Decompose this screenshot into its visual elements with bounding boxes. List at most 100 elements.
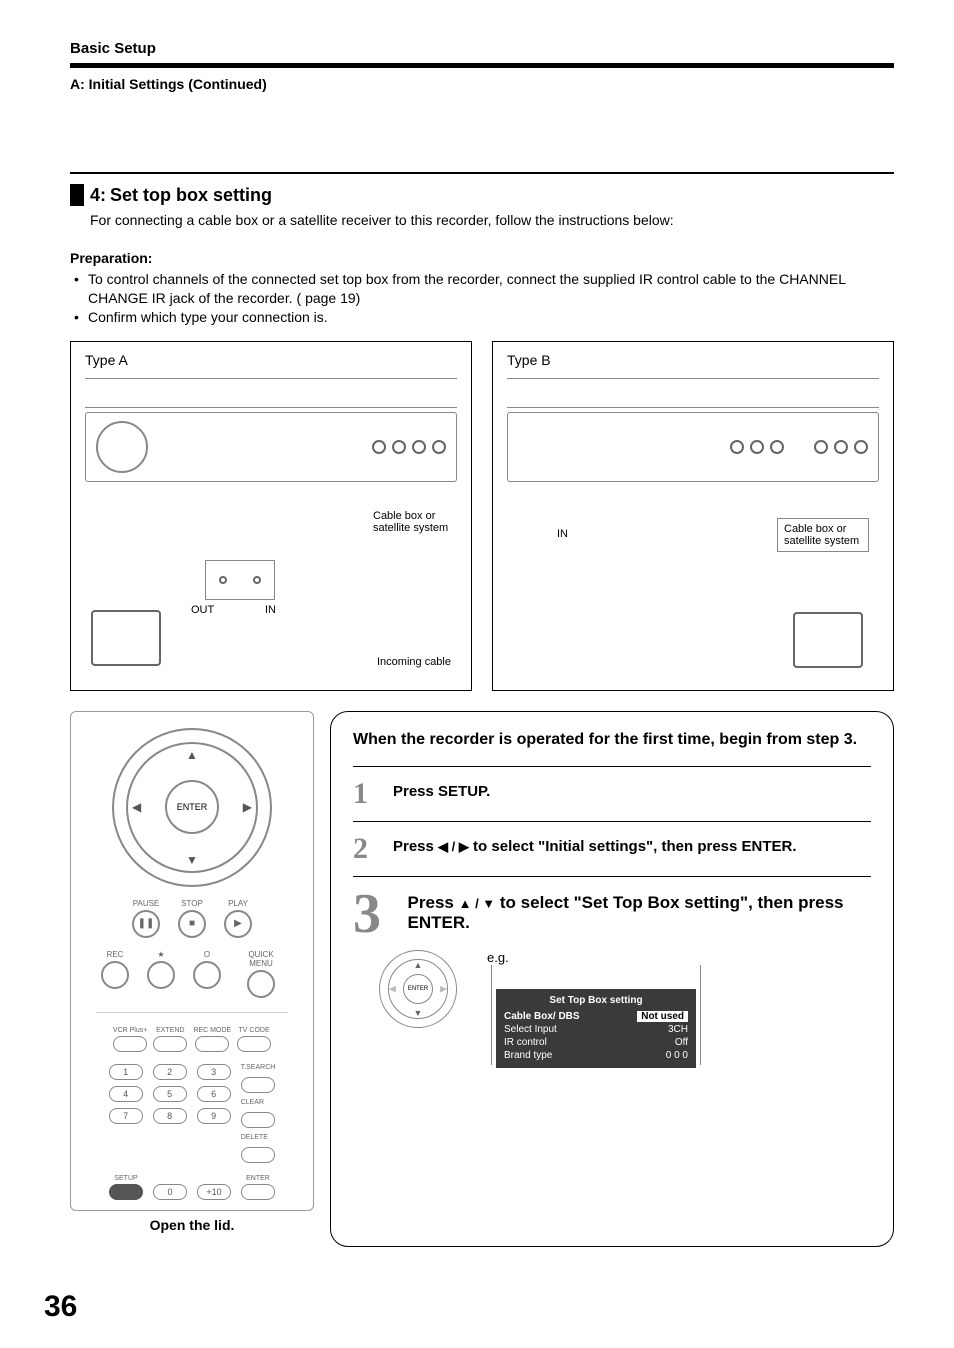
num-8: 8 xyxy=(153,1108,187,1124)
right-arrow-icon: ▶ xyxy=(243,800,252,814)
prep-bullet-1: To control channels of the connected set… xyxy=(70,270,894,308)
num-9: 9 xyxy=(197,1108,231,1124)
sep-3 xyxy=(353,876,871,877)
type-a-box: Type A Cable box or satellite system OUT… xyxy=(70,341,472,691)
tv-icon xyxy=(91,610,161,666)
osd-panel: Set Top Box setting Cable Box/ DBS Not u… xyxy=(496,989,696,1068)
enter-button: ENTER xyxy=(165,780,219,834)
osd-row-2-value: Off xyxy=(675,1037,688,1048)
num-5: 5 xyxy=(153,1086,187,1102)
dpad: ENTER ▲ ▼ ◀ ▶ xyxy=(112,728,272,887)
type-b-cablebox-label: Cable box or satellite system xyxy=(777,518,869,552)
tvcode-label: TV CODE xyxy=(239,1027,270,1034)
recmode-label: REC MODE xyxy=(193,1027,231,1034)
tvcode-button xyxy=(237,1036,271,1052)
example-row: ENTER ▲ ▼ ◀ ▶ e.g. Set Top Box setting C… xyxy=(379,950,871,1065)
step-1: 1 Press SETUP. xyxy=(353,777,871,811)
delete-label: DELETE xyxy=(241,1134,268,1141)
mini-down-icon: ▼ xyxy=(414,1008,423,1018)
when-text: When the recorder is operated for the fi… xyxy=(353,730,871,751)
section-header: Basic Setup xyxy=(70,40,894,57)
prep-bullet-1-text: To control channels of the connected set… xyxy=(88,271,845,306)
pause-label: PAUSE xyxy=(132,899,160,908)
quickmenu-button xyxy=(247,970,275,998)
plus10-button: +10 xyxy=(197,1184,231,1200)
rule-thick xyxy=(70,63,894,68)
type-b-label: Type B xyxy=(507,352,879,368)
osd-row-3-value: 0 0 0 xyxy=(666,1050,688,1061)
subsection-header: A: Initial Settings (Continued) xyxy=(70,76,894,92)
step-1-text: Press SETUP. xyxy=(393,779,490,800)
step-3-num: 3 xyxy=(353,889,394,939)
osd-row-0-value: Not used xyxy=(637,1011,688,1022)
remote-diagram: ENTER ▲ ▼ ◀ ▶ PAUSE❚❚ STOP■ PLAY▶ REC ★ … xyxy=(70,711,314,1211)
mini-right-icon: ▶ xyxy=(440,983,447,994)
tv-icon-b xyxy=(793,612,863,668)
num-7: 7 xyxy=(109,1108,143,1124)
osd-row-0-label: Cable Box/ DBS xyxy=(504,1011,580,1022)
enter2-button xyxy=(241,1184,275,1200)
type-a-label: Type A xyxy=(85,352,457,368)
lr-arrows-icon: ◀ / ▶ xyxy=(438,839,469,854)
star-label: ★ xyxy=(147,950,175,959)
rec-label: REC xyxy=(101,950,129,959)
num-0: 0 xyxy=(153,1184,187,1200)
mode-row: VCR Plus+ EXTEND REC MODE TV CODE xyxy=(113,1027,271,1052)
type-a-cablebox-label: Cable box or satellite system xyxy=(373,510,451,534)
osd-row-1-value: 3CH xyxy=(668,1024,688,1035)
topic-number: 4: xyxy=(90,185,106,206)
num-3: 3 xyxy=(197,1064,231,1080)
mini-enter: ENTER xyxy=(403,974,433,1004)
type-a-diagram: Cable box or satellite system OUT IN Inc… xyxy=(85,378,457,676)
topic-title: Set top box setting xyxy=(110,185,272,206)
rule-thin xyxy=(70,172,894,174)
tsearch-label: T.SEARCH xyxy=(241,1064,276,1071)
type-a-incoming: Incoming cable xyxy=(377,656,451,668)
stop-button: ■ xyxy=(178,910,206,938)
step-2: 2 Press ◀ / ▶ to select "Initial setting… xyxy=(353,832,871,866)
osd-row-1-label: Select Input xyxy=(504,1024,557,1035)
setup-button xyxy=(109,1184,143,1200)
rec-button xyxy=(101,961,129,989)
osd-row-1: Select Input 3CH xyxy=(504,1023,688,1036)
osd-row-3: Brand type 0 0 0 xyxy=(504,1049,688,1062)
down-arrow-icon: ▼ xyxy=(186,853,198,867)
steps-box: When the recorder is operated for the fi… xyxy=(330,711,894,1247)
remote-column: ENTER ▲ ▼ ◀ ▶ PAUSE❚❚ STOP■ PLAY▶ REC ★ … xyxy=(70,711,314,1247)
clear-label: CLEAR xyxy=(241,1099,264,1106)
play-button: ▶ xyxy=(224,910,252,938)
step-1-num: 1 xyxy=(353,779,379,809)
star-button xyxy=(147,961,175,989)
osd-row-0: Cable Box/ DBS Not used xyxy=(504,1010,688,1023)
left-arrow-icon: ◀ xyxy=(132,800,141,814)
num-2: 2 xyxy=(153,1064,187,1080)
preparation-label: Preparation: xyxy=(70,250,894,266)
recmode-button xyxy=(195,1036,229,1052)
mini-left-icon: ◀ xyxy=(389,983,396,994)
type-b-in: IN xyxy=(557,528,568,540)
numpad: 123 456 789 xyxy=(109,1064,231,1124)
step-3-text-a: Press xyxy=(408,893,459,912)
num-6: 6 xyxy=(197,1086,231,1102)
lower-row: ENTER ▲ ▼ ◀ ▶ PAUSE❚❚ STOP■ PLAY▶ REC ★ … xyxy=(70,711,894,1247)
step-2-num: 2 xyxy=(353,834,379,864)
topic-title-row: 4: Set top box setting xyxy=(70,184,894,206)
enter2-label: ENTER xyxy=(246,1175,270,1182)
eg-block: e.g. Set Top Box setting Cable Box/ DBS … xyxy=(487,950,701,1065)
page-number: 36 xyxy=(44,1290,77,1324)
o-button xyxy=(193,961,221,989)
step-2-text-a: Press xyxy=(393,838,438,855)
osd-row-3-label: Brand type xyxy=(504,1050,552,1061)
quickmenu-label: QUICK MENU xyxy=(239,950,283,968)
pause-button: ❚❚ xyxy=(132,910,160,938)
transport-row: PAUSE❚❚ STOP■ PLAY▶ xyxy=(132,899,252,938)
rec-row: REC ★ O QUICK MENU xyxy=(101,950,283,998)
preparation-list: To control channels of the connected set… xyxy=(70,270,894,327)
type-a-out: OUT xyxy=(191,604,214,616)
setup-label: SETUP xyxy=(114,1175,137,1182)
step-3-text: Press ▲ / ▼ to select "Set Top Box setti… xyxy=(408,889,871,933)
ud-arrows-icon: ▲ / ▼ xyxy=(459,896,496,911)
open-lid-caption: Open the lid. xyxy=(70,1217,314,1233)
osd-row-2: IR control Off xyxy=(504,1036,688,1049)
stop-label: STOP xyxy=(178,899,206,908)
